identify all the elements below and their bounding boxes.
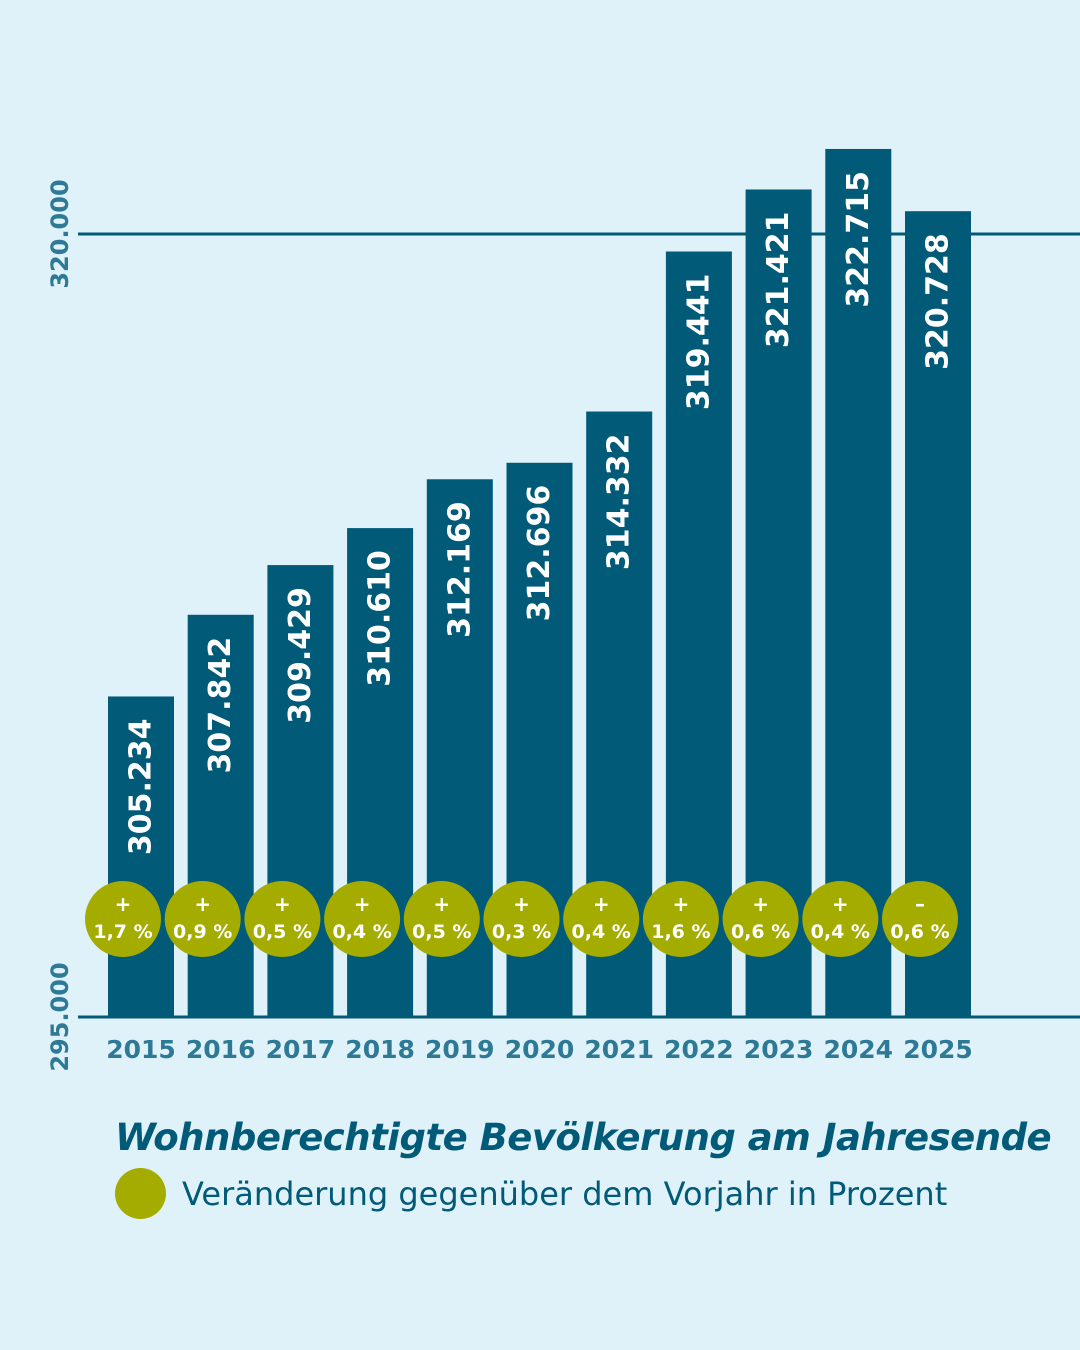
x-tick-label: 2022 bbox=[664, 1035, 734, 1064]
change-sign: + bbox=[274, 892, 291, 916]
change-label: 1,6 % bbox=[651, 921, 710, 943]
change-sign: + bbox=[194, 892, 211, 916]
change-sign: + bbox=[752, 892, 769, 916]
value-label: 314.332 bbox=[602, 434, 637, 571]
bar-chart: 305.234 2015 +1,7 % 307.842 2016 +0,9 % 309.42… bbox=[46, 148, 1080, 1072]
x-tick-label: 2018 bbox=[345, 1035, 415, 1064]
value-label: 319.441 bbox=[681, 274, 716, 411]
change-badge bbox=[324, 881, 401, 957]
bar-2015 bbox=[108, 696, 174, 1017]
change-badge bbox=[802, 881, 879, 957]
change-sign: + bbox=[673, 892, 690, 916]
change-sign: + bbox=[593, 892, 610, 916]
change-sign: + bbox=[832, 892, 849, 916]
value-label: 307.842 bbox=[203, 637, 238, 774]
value-label: 321.421 bbox=[761, 211, 796, 348]
change-label: 0,6 % bbox=[731, 921, 790, 943]
change-label: 0,9 % bbox=[173, 921, 232, 943]
x-tick-label: 2025 bbox=[903, 1035, 973, 1064]
change-badge bbox=[722, 881, 799, 957]
value-label: 322.715 bbox=[841, 171, 876, 308]
change-badge bbox=[403, 881, 480, 957]
change-sign: + bbox=[354, 892, 371, 916]
change-badge bbox=[563, 881, 640, 957]
value-label: 320.728 bbox=[921, 233, 956, 370]
value-label: 312.169 bbox=[442, 501, 477, 638]
value-label: 310.610 bbox=[363, 550, 398, 687]
legend-label: Veränderung gegenüber dem Vorjahr in Pro… bbox=[182, 1174, 948, 1213]
x-tick-label: 2015 bbox=[106, 1035, 176, 1064]
change-label: 0,3 % bbox=[492, 921, 551, 943]
x-tick-label: 2023 bbox=[744, 1035, 814, 1064]
x-tick-label: 2019 bbox=[425, 1035, 495, 1064]
y-tick-label: 295.000 bbox=[46, 962, 74, 1071]
value-label: 309.429 bbox=[283, 587, 318, 724]
value-label: 312.696 bbox=[522, 485, 557, 622]
y-tick-label: 320.000 bbox=[46, 179, 74, 288]
change-label: 0,4 % bbox=[811, 921, 870, 943]
change-label: 0,4 % bbox=[572, 921, 631, 943]
x-tick-label: 2021 bbox=[584, 1035, 654, 1064]
bar-2024 bbox=[825, 148, 892, 1018]
change-sign: – bbox=[915, 892, 925, 916]
value-label: 305.234 bbox=[124, 718, 159, 855]
change-label: 0,5 % bbox=[253, 921, 312, 943]
legend: Veränderung gegenüber dem Vorjahr in Pro… bbox=[115, 1168, 947, 1219]
change-sign: + bbox=[115, 892, 132, 916]
x-tick-label: 2024 bbox=[824, 1035, 894, 1064]
change-badge bbox=[483, 881, 560, 957]
x-tick-label: 2017 bbox=[266, 1035, 336, 1064]
change-label: 0,6 % bbox=[890, 921, 949, 943]
change-badge bbox=[85, 881, 161, 957]
change-sign: + bbox=[433, 892, 450, 916]
change-label: 1,7 % bbox=[93, 921, 152, 943]
change-badge bbox=[164, 881, 241, 957]
x-tick-label: 2016 bbox=[186, 1035, 256, 1064]
change-badge bbox=[244, 881, 321, 957]
change-badge bbox=[882, 881, 958, 957]
change-label: 0,4 % bbox=[332, 921, 391, 943]
chart-title: Wohnberechtigte Bevölkerung am Jahresend… bbox=[115, 1116, 1052, 1159]
bar-2023 bbox=[745, 189, 812, 1018]
change-badge bbox=[642, 881, 719, 957]
change-sign: + bbox=[513, 892, 530, 916]
x-tick-label: 2020 bbox=[505, 1035, 575, 1064]
change-label: 0,5 % bbox=[412, 921, 471, 943]
legend-swatch bbox=[115, 1168, 166, 1219]
